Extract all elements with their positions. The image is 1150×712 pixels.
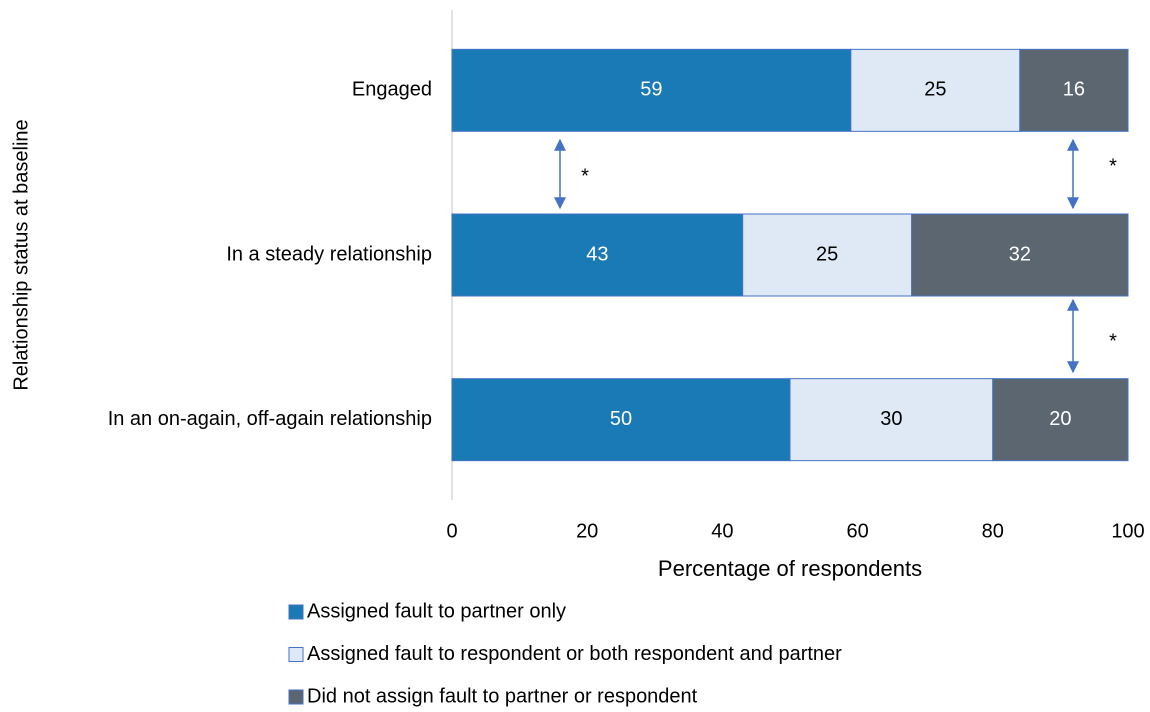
- x-tick-label: 40: [711, 520, 733, 542]
- data-label: 20: [1049, 408, 1071, 430]
- y-tick-label: In a steady relationship: [226, 243, 432, 265]
- annotation: *: [581, 165, 589, 187]
- bar-segment: [911, 213, 1129, 297]
- data-label: 32: [1009, 243, 1031, 265]
- annotation: *: [1109, 330, 1117, 352]
- y-tick-label: In an on-again, off-again relationship: [108, 408, 432, 430]
- bar-segment: [451, 48, 852, 132]
- data-label: 25: [924, 79, 946, 101]
- bar-segment: [451, 213, 744, 297]
- data-label: 59: [640, 79, 662, 101]
- annotation: *: [1109, 155, 1117, 177]
- data-label: 50: [610, 408, 632, 430]
- legend-swatch: [288, 647, 304, 662]
- bar-segment: [850, 48, 1021, 132]
- bar-segment: [451, 378, 791, 462]
- x-tick-label: 80: [982, 520, 1004, 542]
- bar-segment: [1019, 48, 1129, 132]
- x-tick-label: 100: [1111, 520, 1144, 542]
- bar-segment: [742, 213, 913, 297]
- x-tick-label: 0: [446, 520, 457, 542]
- x-tick-label: 60: [846, 520, 868, 542]
- legend-label: Assigned fault to respondent or both res…: [307, 643, 842, 665]
- legend-swatch: [288, 689, 304, 705]
- y-tick-label: Engaged: [352, 79, 432, 101]
- data-label: 43: [586, 243, 608, 265]
- x-tick-label: 20: [576, 520, 598, 542]
- bar-segment: [992, 378, 1129, 462]
- data-label: 25: [816, 243, 838, 265]
- data-label: 16: [1063, 79, 1085, 101]
- x-axis-label: Percentage of respondents: [658, 556, 922, 581]
- legend-swatch: [288, 604, 304, 620]
- y-axis-label: Relationship status at baseline: [10, 119, 32, 390]
- legend-label: Did not assign fault to partner or respo…: [307, 685, 698, 707]
- data-label: 30: [880, 408, 902, 430]
- legend-label: Assigned fault to partner only: [307, 600, 566, 622]
